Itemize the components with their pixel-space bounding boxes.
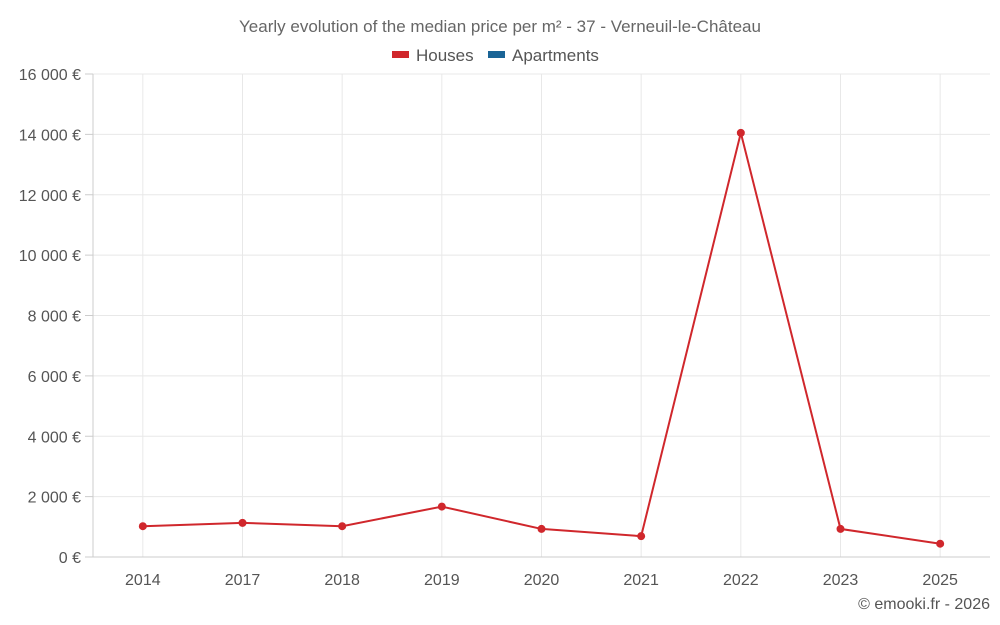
x-tick-label: 2018	[324, 572, 360, 589]
y-tick-label: 0 €	[59, 550, 81, 567]
x-tick-label: 2021	[623, 572, 659, 589]
y-tick-label: 12 000 €	[19, 188, 81, 205]
chart-title: Yearly evolution of the median price per…	[239, 17, 761, 36]
y-tick-label: 14 000 €	[19, 127, 81, 144]
y-tick-label: 16 000 €	[19, 67, 81, 84]
data-point-2022[interactable]	[736, 128, 745, 137]
data-point-2017[interactable]	[238, 518, 247, 527]
series-houses	[138, 128, 945, 548]
y-tick-label: 10 000 €	[19, 248, 81, 265]
x-tick-label: 2017	[225, 572, 261, 589]
data-point-2023[interactable]	[836, 524, 845, 533]
axes: 0 € 2 000 € 4 000 € 6 000 € 8 000 € 10 000 € 1…	[19, 67, 990, 589]
legend-item-houses[interactable]: Houses	[392, 46, 474, 65]
legend-swatch-apartments	[488, 51, 505, 58]
data-point-2014[interactable]	[138, 522, 147, 531]
data-point-2021[interactable]	[637, 532, 646, 541]
credit-text: © emooki.fr - 2026	[858, 596, 990, 613]
y-tick-label: 6 000 €	[28, 369, 81, 386]
gridlines	[93, 73, 990, 557]
x-tick-label: 2023	[823, 572, 859, 589]
x-tick-label: 2025	[922, 572, 958, 589]
data-point-2019[interactable]	[437, 502, 446, 511]
legend: Houses Apartments	[392, 46, 599, 65]
x-tick-label: 2014	[125, 572, 161, 589]
data-point-2018[interactable]	[338, 522, 347, 531]
legend-label-houses: Houses	[416, 46, 474, 65]
y-tick-label: 2 000 €	[28, 490, 81, 507]
x-tick-label: 2022	[723, 572, 759, 589]
data-point-2025[interactable]	[936, 539, 945, 548]
legend-label-apartments: Apartments	[512, 46, 599, 65]
data-point-2020[interactable]	[537, 524, 546, 533]
y-tick-label: 8 000 €	[28, 309, 81, 326]
y-tick-label: 4 000 €	[28, 429, 81, 446]
x-tick-label: 2020	[524, 572, 560, 589]
legend-item-apartments[interactable]: Apartments	[488, 46, 599, 65]
legend-swatch-houses	[392, 51, 409, 58]
x-tick-label: 2019	[424, 572, 460, 589]
